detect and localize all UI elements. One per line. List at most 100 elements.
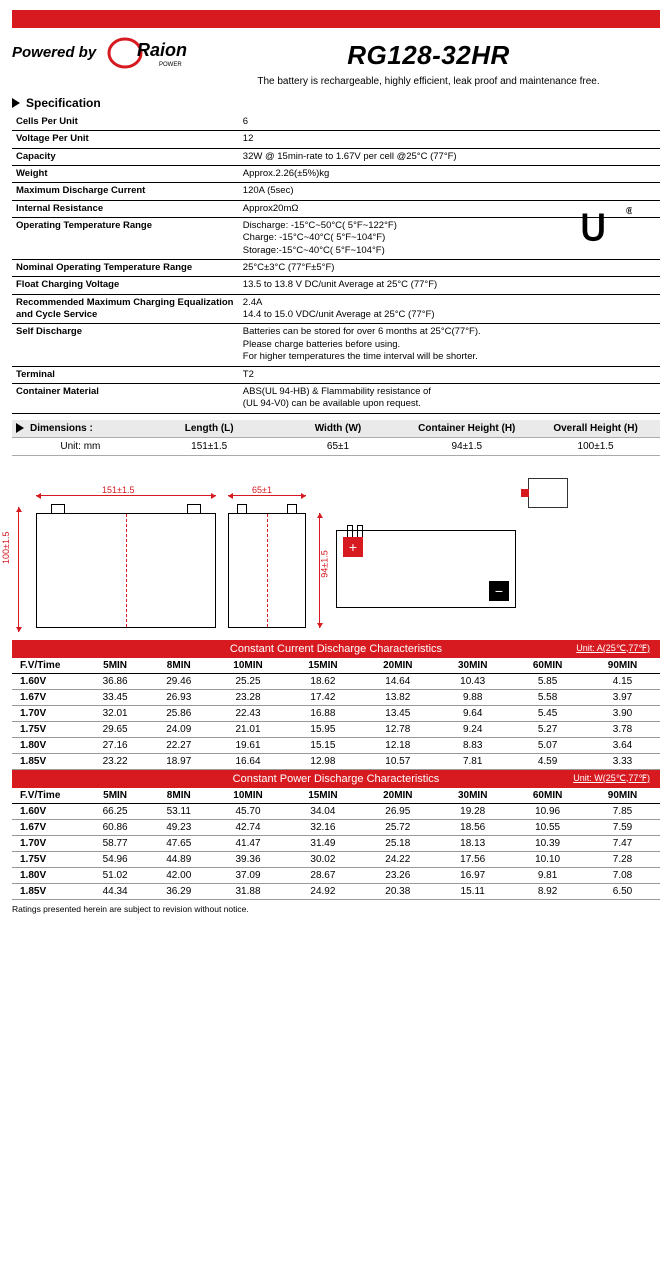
table-header-cell: 8MIN [147,658,211,674]
table-cell: 1.60V [12,673,83,689]
table-cell: 5.45 [510,705,585,721]
table-cell: 5.85 [510,673,585,689]
table-cell: 5.58 [510,689,585,705]
dim-col-length: Length (L) [145,423,274,434]
table-cell: 16.97 [435,867,510,883]
triangle-bullet-icon [16,423,24,433]
spec-key: Operating Temperature Range [12,218,239,260]
table-cell: 26.95 [360,803,435,819]
spec-row: Float Charging Voltage13.5 to 13.8 V DC/… [12,277,660,294]
table-cell: 42.74 [211,819,286,835]
table-header-cell: 15MIN [285,658,360,674]
table-cell: 44.34 [83,883,147,899]
terminal-icon [237,504,247,514]
spec-row: Voltage Per Unit12 [12,131,660,148]
table-header-cell: 90MIN [585,658,660,674]
table-cell: 3.64 [585,737,660,753]
table-cell: 3.78 [585,721,660,737]
table-header-cell: 90MIN [585,788,660,804]
ul-cert-icon: ᑌ ® [576,200,632,266]
spec-value: ABS(UL 94-HB) & Flammability resistance … [239,383,660,413]
table-cell: 8.83 [435,737,510,753]
table-cell: 13.82 [360,689,435,705]
table-cell: 22.27 [147,737,211,753]
table-header-cell: 5MIN [83,658,147,674]
table-cell: 16.88 [285,705,360,721]
table-cell: 5.27 [510,721,585,737]
svg-text:®: ® [626,206,632,217]
spec-value: Batteries can be stored for over 6 month… [239,324,660,366]
spec-key: Weight [12,166,239,183]
table-cell: 1.85V [12,883,83,899]
header: Powered by Raion POWER RG128-32HR The ba… [12,36,660,88]
table-cell: 6.50 [585,883,660,899]
spec-value: 12 [239,131,660,148]
table-cell: 29.65 [83,721,147,737]
table-cell: 1.80V [12,737,83,753]
table-cell: 58.77 [83,835,147,851]
table-header-cell: 10MIN [211,788,286,804]
spec-row: Self DischargeBatteries can be stored fo… [12,324,660,366]
spec-table: Cells Per Unit6Voltage Per Unit12Capacit… [12,114,660,414]
table-cell: 12.78 [360,721,435,737]
side-view-drawing: 65±1 94±1.5 [228,489,324,628]
spec-value: 2.4A 14.4 to 15.0 VDC/unit Average at 25… [239,294,660,324]
table-cell: 19.28 [435,803,510,819]
spec-key: Float Charging Voltage [12,277,239,294]
dim-val-oheight: 100±1.5 [531,441,660,452]
table-cell: 10.55 [510,819,585,835]
table-cell: 25.72 [360,819,435,835]
table-cell: 54.96 [83,851,147,867]
table-cell: 18.97 [147,753,211,769]
table-cell: 4.59 [510,753,585,769]
table-cell: 51.02 [83,867,147,883]
table-cell: 12.18 [360,737,435,753]
table-cell: 25.18 [360,835,435,851]
dim-col-oheight: Overall Height (H) [531,423,660,434]
width-arrow [228,495,306,496]
table-row: 1.85V44.3436.2931.8824.9220.3815.118.926… [12,883,660,899]
datasheet-page: Powered by Raion POWER RG128-32HR The ba… [0,0,672,924]
current-table-title: Constant Current Discharge Characteristi… [12,643,660,655]
table-cell: 23.22 [83,753,147,769]
spec-section-title: Specification [26,96,101,110]
table-cell: 7.47 [585,835,660,851]
spec-row: WeightApprox.2.26(±5%)kg [12,166,660,183]
table-row: 1.75V29.6524.0921.0115.9512.789.245.273.… [12,721,660,737]
table-cell: 1.60V [12,803,83,819]
svg-text:Raion: Raion [137,40,187,60]
table-cell: 34.04 [285,803,360,819]
spec-value: 6 [239,114,660,131]
table-cell: 1.85V [12,753,83,769]
spec-key: Internal Resistance [12,200,239,217]
spec-row: Maximum Discharge Current120A (5sec) [12,183,660,200]
table-cell: 1.80V [12,867,83,883]
powered-by-label: Powered by [12,44,96,61]
spec-key: Nominal Operating Temperature Range [12,260,239,277]
table-cell: 23.26 [360,867,435,883]
table-row: 1.70V32.0125.8622.4316.8813.459.645.453.… [12,705,660,721]
positive-terminal-icon: + [343,537,363,557]
table-cell: 1.75V [12,721,83,737]
model-number: RG128-32HR [197,40,660,71]
table-cell: 18.62 [285,673,360,689]
table-cell: 1.67V [12,819,83,835]
terminal-detail-drawing [528,478,568,508]
table-cell: 60.86 [83,819,147,835]
table-cell: 7.08 [585,867,660,883]
table-cell: 26.93 [147,689,211,705]
table-cell: 1.67V [12,689,83,705]
width-label: 65±1 [252,485,272,495]
spec-key: Container Material [12,383,239,413]
table-cell: 17.56 [435,851,510,867]
spec-section-header: Specification [12,96,660,110]
table-cell: 22.43 [211,705,286,721]
table-cell: 9.24 [435,721,510,737]
table-cell: 14.64 [360,673,435,689]
table-cell: 33.45 [83,689,147,705]
battery-front-outline [36,513,216,628]
table-cell: 32.16 [285,819,360,835]
table-cell: 31.49 [285,835,360,851]
table-cell: 18.13 [435,835,510,851]
dim-unit-label: Unit: mm [12,441,145,452]
